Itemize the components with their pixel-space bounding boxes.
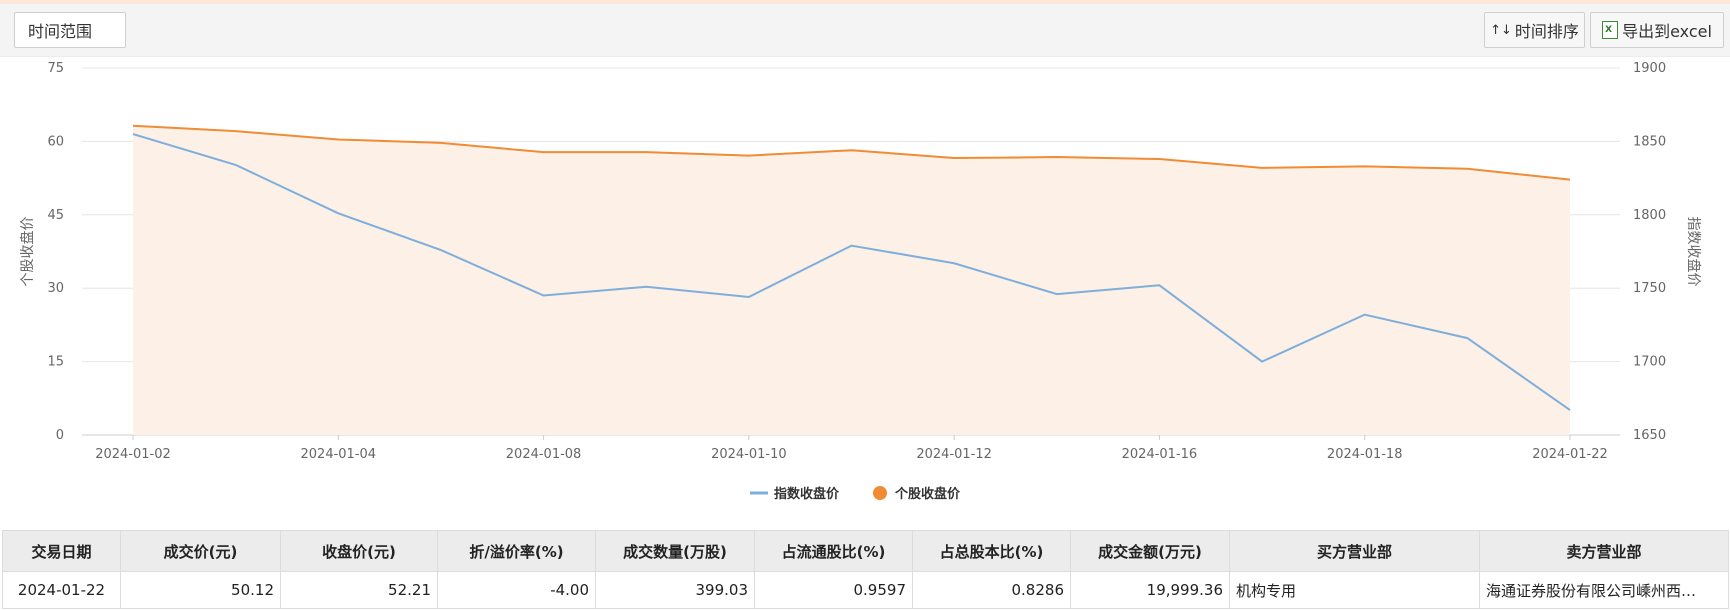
cell-trade-date: 2024-01-22 <box>2 571 121 609</box>
x-tick-label: 2024-01-10 <box>711 447 787 462</box>
y-left-tick-label: 45 <box>47 208 64 223</box>
stock-area-fill <box>133 125 1570 435</box>
y-right-axis-title: 指数收盘价 <box>1685 217 1702 287</box>
y-left-tick-label: 30 <box>47 281 64 296</box>
sort-arrows-icon: ↑↓ <box>1490 22 1512 38</box>
y-left-tick-label: 60 <box>47 134 64 149</box>
header-total-ratio[interactable]: 占总股本比(%) <box>912 530 1071 572</box>
legend-stock-swatch <box>873 486 887 500</box>
y-right-tick-label: 1750 <box>1633 281 1666 296</box>
cell-seller: 海通证券股份有限公司嵊州西… <box>1479 571 1729 609</box>
stock-close-line <box>132 124 1571 181</box>
y-left-axis-title: 个股收盘价 <box>19 217 36 287</box>
y-right-tick-label: 1650 <box>1633 428 1666 443</box>
header-seller[interactable]: 卖方营业部 <box>1479 530 1729 572</box>
header-trade-price[interactable]: 成交价(元) <box>120 530 281 572</box>
x-tick-label: 2024-01-08 <box>506 447 582 462</box>
x-tick-label: 2024-01-04 <box>301 447 377 462</box>
x-tick-label: 2024-01-18 <box>1327 447 1403 462</box>
export-excel-button[interactable]: 导出到excel <box>1590 12 1724 48</box>
table-header-row: 交易日期 成交价(元) 收盘价(元) 折/溢价率(%) 成交数量(万股) 占流通… <box>2 530 1729 572</box>
header-trade-date[interactable]: 交易日期 <box>2 530 121 572</box>
top-accent-line <box>0 0 1730 4</box>
header-float-ratio[interactable]: 占流通股比(%) <box>754 530 913 572</box>
time-range-button[interactable]: 时间范围 <box>14 12 126 48</box>
cell-buyer: 机构专用 <box>1229 571 1480 609</box>
cell-close-price: 52.21 <box>280 571 438 609</box>
excel-icon <box>1602 21 1619 39</box>
table-row[interactable]: 2024-01-22 50.12 52.21 -4.00 399.03 0.95… <box>2 571 1729 609</box>
legend-stock-label: 个股收盘价 <box>894 486 961 502</box>
x-tick-label: 2024-01-16 <box>1122 447 1198 462</box>
header-buyer[interactable]: 买方营业部 <box>1229 530 1480 572</box>
x-tick-label: 2024-01-02 <box>95 447 171 462</box>
toolbar: 时间范围 ↑↓ 时间排序 导出到excel <box>0 4 1730 57</box>
time-sort-label: 时间排序 <box>1514 22 1579 41</box>
y-right-tick-label: 1700 <box>1633 355 1666 370</box>
export-excel-label: 导出到excel <box>1622 22 1712 41</box>
y-right-tick-label: 1900 <box>1633 61 1666 76</box>
cell-float-ratio: 0.9597 <box>754 571 913 609</box>
cell-trade-price: 50.12 <box>120 571 281 609</box>
time-sort-button[interactable]: ↑↓ 时间排序 <box>1484 12 1585 48</box>
cell-total-ratio: 0.8286 <box>912 571 1071 609</box>
y-right-tick-label: 1850 <box>1633 134 1666 149</box>
index-close-line <box>132 133 1571 411</box>
time-range-label: 时间范围 <box>28 22 93 41</box>
price-chart: 0 15 30 45 60 75 1650 1700 1750 1800 1850 1900 个股收盘价… <box>19 61 1702 502</box>
y-left-tick-label: 15 <box>47 355 64 370</box>
header-amount[interactable]: 成交金额(万元) <box>1070 530 1230 572</box>
header-premium-rate[interactable]: 折/溢价率(%) <box>437 530 596 572</box>
y-right-tick-label: 1800 <box>1633 208 1666 223</box>
cell-volume: 399.03 <box>595 571 755 609</box>
x-tick-label: 2024-01-22 <box>1532 447 1608 462</box>
header-volume[interactable]: 成交数量(万股) <box>595 530 755 572</box>
y-left-tick-label: 75 <box>47 61 64 76</box>
x-tick-label: 2024-01-12 <box>916 447 992 462</box>
trade-table: 交易日期 成交价(元) 收盘价(元) 折/溢价率(%) 成交数量(万股) 占流通… <box>2 530 1729 609</box>
y-left-tick-label: 0 <box>56 428 64 443</box>
cell-premium-rate: -4.00 <box>437 571 596 609</box>
header-close-price[interactable]: 收盘价(元) <box>280 530 438 572</box>
cell-amount: 19,999.36 <box>1070 571 1230 609</box>
legend-index-label: 指数收盘价 <box>774 486 840 502</box>
